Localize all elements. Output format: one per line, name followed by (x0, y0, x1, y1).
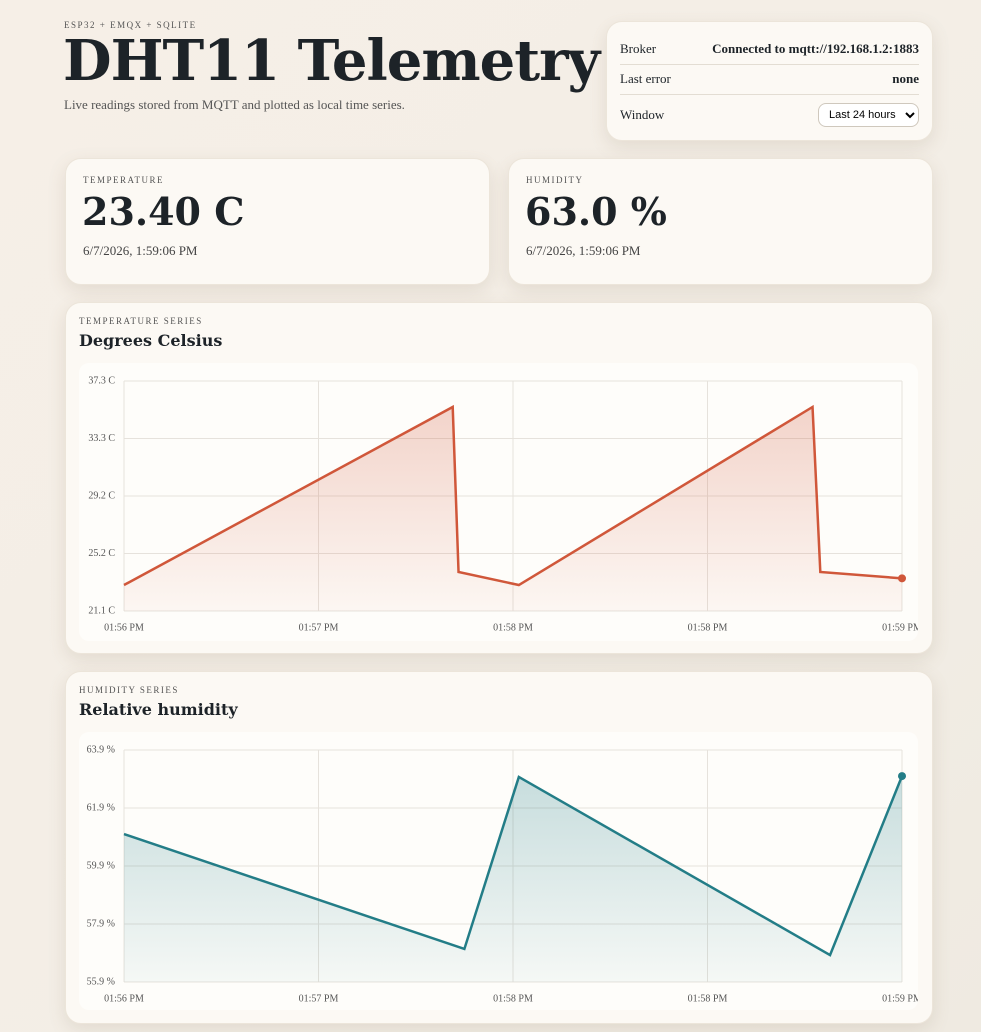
x-tick-label: 01:58 PM (493, 993, 533, 1004)
x-tick-label: 01:57 PM (299, 993, 339, 1004)
status-value: Connected to mqtt://192.168.1.2:1883 (712, 41, 919, 56)
x-tick-label: 01:58 PM (688, 622, 728, 633)
humidity-card: HUMIDITY 63.0 % 6/7/2026, 1:59:06 PM (508, 158, 933, 285)
y-tick-label: 63.9 % (87, 744, 115, 755)
page-title: DHT11 Telemetry (63, 28, 600, 94)
y-tick-label: 61.9 % (87, 802, 115, 813)
x-tick-label: 01:59 PM (882, 993, 918, 1004)
x-tick-label: 01:58 PM (688, 993, 728, 1004)
y-tick-label: 55.9 % (87, 976, 115, 987)
temperature-card: TEMPERATURE 23.40 C 6/7/2026, 1:59:06 PM (65, 158, 490, 285)
window-label: Window (620, 107, 665, 122)
last-point (898, 574, 906, 583)
x-tick-label: 01:59 PM (882, 622, 918, 633)
y-tick-label: 21.1 C (88, 605, 115, 616)
status-value: none (892, 71, 919, 86)
chart-card: TEMPERATURE SERIES Degrees Celsius 21.1 … (65, 302, 933, 654)
chart: 55.9 % 57.9 % 59.9 % 61.9 % 63.9 % 01:56 PM 01… (87, 744, 918, 1004)
card-value: 63.0 % (525, 189, 667, 234)
area (124, 776, 902, 982)
chart-eyebrow: HUMIDITY SERIES (79, 685, 179, 695)
eyebrow: ESP32 + EMQX + SQLITE (64, 20, 197, 30)
x-tick-label: 01:56 PM (104, 622, 144, 633)
status-panel: Broker Connected to mqtt://192.168.1.2:18… (606, 21, 933, 141)
y-tick-label: 57.9 % (87, 918, 115, 929)
card-time: 6/7/2026, 1:59:06 PM (526, 243, 641, 258)
status-label: Last error (620, 71, 671, 86)
window-select[interactable]: Last 24 hours (818, 103, 919, 127)
x-tick-label: 01:57 PM (299, 622, 339, 633)
y-tick-label: 25.2 C (88, 548, 115, 559)
subtitle: Live readings stored from MQTT and plott… (64, 97, 405, 112)
chart-title: Degrees Celsius (79, 331, 223, 350)
x-tick-label: 01:58 PM (493, 622, 533, 633)
y-tick-label: 59.9 % (87, 860, 115, 871)
card-label: HUMIDITY (526, 175, 584, 185)
card-label: TEMPERATURE (83, 175, 165, 185)
y-tick-label: 29.2 C (88, 490, 115, 501)
card-value: 23.40 C (82, 189, 245, 234)
last-point (898, 772, 906, 781)
series-line (123, 404, 903, 587)
area (124, 406, 902, 611)
plot-area: 21.1 C 25.2 C 29.2 C 33.3 C 37.3 C 01:56 PM 01… (79, 363, 918, 641)
x-tick-label: 01:56 PM (104, 993, 144, 1004)
chart-title: Relative humidity (79, 700, 238, 719)
status-label: Broker (620, 41, 657, 56)
series-line (123, 775, 904, 957)
chart-eyebrow: TEMPERATURE SERIES (79, 316, 203, 326)
plot-area: 55.9 % 57.9 % 59.9 % 61.9 % 63.9 % 01:56 PM 01… (79, 732, 918, 1010)
card-time: 6/7/2026, 1:59:06 PM (83, 243, 198, 258)
chart: 21.1 C 25.2 C 29.2 C 33.3 C 37.3 C 01:56 PM 01… (88, 375, 918, 633)
y-tick-label: 37.3 C (88, 375, 115, 386)
chart-card: HUMIDITY SERIES Relative humidity 55.9 %… (65, 671, 933, 1024)
y-tick-label: 33.3 C (88, 433, 115, 444)
